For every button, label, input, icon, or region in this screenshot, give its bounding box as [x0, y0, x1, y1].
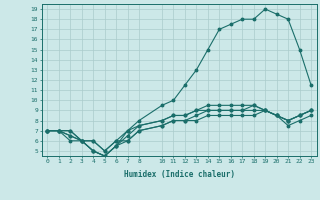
X-axis label: Humidex (Indice chaleur): Humidex (Indice chaleur) [124, 170, 235, 179]
